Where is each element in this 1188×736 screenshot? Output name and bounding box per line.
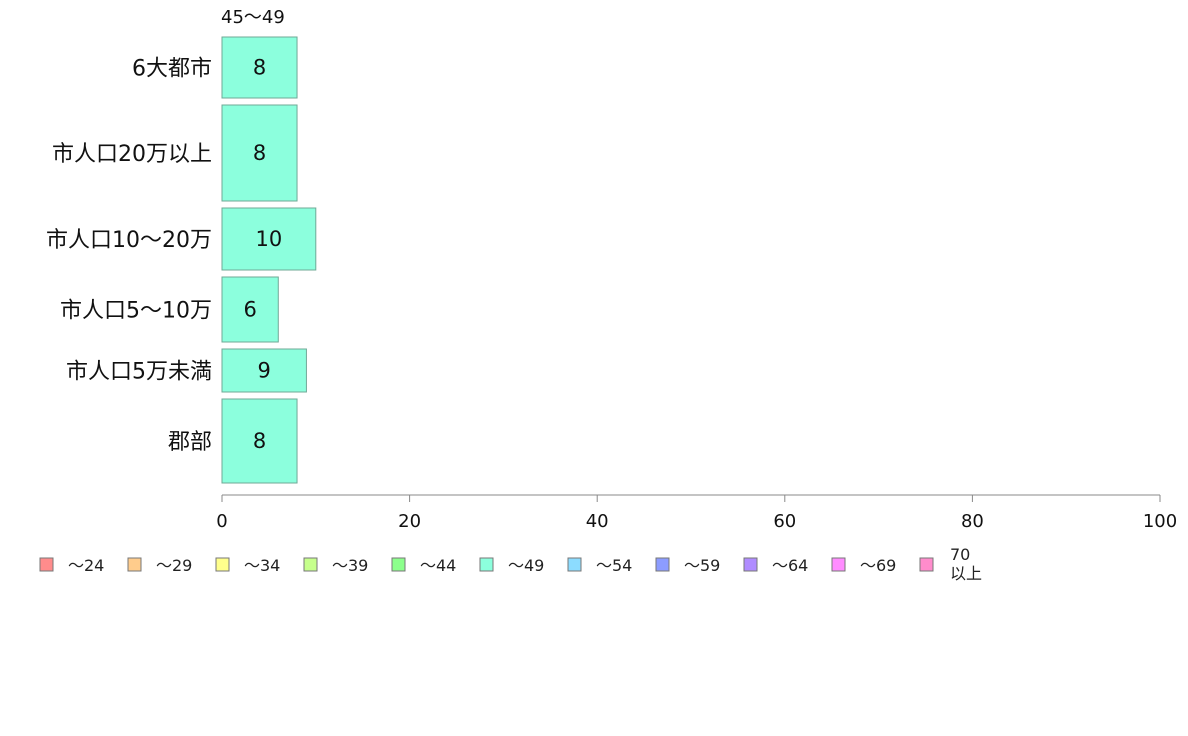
x-axis: 0 20 40 60 80 100 [216,494,1177,532]
legend: 〜24 〜29 〜34 〜39 〜44 〜49 〜54 〜59 〜64 〜69 70 以上 [39,545,982,583]
legend-swatch [303,557,318,572]
bar-value-label: 10 [256,227,283,251]
legend-swatch [743,557,758,572]
bar-value-label: 6 [243,298,256,322]
x-tick-label: 40 [586,511,609,532]
legend-label: 〜44 [420,556,456,575]
category-label: 市人口20万以上 [52,142,212,167]
legend-label: 〜39 [332,556,368,575]
legend-label: 〜59 [684,556,720,575]
category-label: 市人口5万未満 [66,360,212,385]
series-column-label: 45〜49 [221,7,285,28]
legend-label: 70 以上 [950,545,982,583]
legend-label: 〜49 [508,556,544,575]
bars-layer: 6大都市 8 市人口20万以上 8 市人口10〜20万 10 市人口5〜10万 6 市人口5万未… [46,36,317,484]
bar-segment [221,398,298,484]
legend-swatch [919,557,934,572]
legend-label: 〜54 [596,556,632,575]
category-label: 市人口10〜20万 [46,228,212,253]
bar-segment [221,276,279,343]
bar-segment [221,104,298,202]
legend-swatch [215,557,230,572]
legend-label: 〜64 [772,556,808,575]
category-label: 郡部 [168,430,212,455]
legend-label: 〜34 [244,556,280,575]
legend-label: 〜29 [156,556,192,575]
category-label: 6大都市 [132,57,212,82]
legend-swatch [39,557,54,572]
bar-value-label: 8 [253,141,266,165]
bar-value-label: 8 [253,56,266,80]
bar-value-label: 8 [253,429,266,453]
legend-label: 〜69 [860,556,896,575]
legend-swatch [831,557,846,572]
x-tick-label: 60 [773,511,796,532]
legend-swatch [391,557,406,572]
x-tick-label: 0 [216,511,227,532]
legend-swatch [127,557,142,572]
bar-segment [221,348,307,393]
legend-label: 〜24 [68,556,104,575]
category-label: 市人口5〜10万 [60,299,212,324]
bar-segment [221,207,317,271]
x-tick-label: 20 [398,511,421,532]
legend-swatch [567,557,582,572]
legend-swatch [655,557,670,572]
bar-value-label: 9 [258,359,271,383]
x-tick-label: 100 [1143,511,1177,532]
bar-segment [221,36,298,99]
x-tick-label: 80 [961,511,984,532]
legend-swatch [479,557,494,572]
